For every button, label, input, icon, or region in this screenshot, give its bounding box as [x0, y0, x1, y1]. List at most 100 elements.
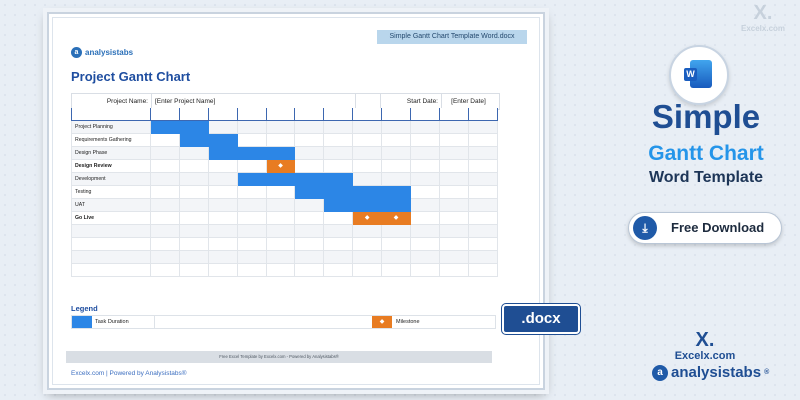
week-cell[interactable]: [179, 225, 209, 238]
task-name[interactable]: Project Planning: [71, 121, 151, 134]
week-cell[interactable]: [295, 238, 325, 251]
week-cell[interactable]: [324, 264, 354, 277]
week-cell[interactable]: [208, 199, 238, 212]
week-cell[interactable]: [237, 121, 267, 134]
task-name[interactable]: [71, 264, 151, 277]
week-cell[interactable]: [353, 225, 383, 238]
task-duration-cell[interactable]: [324, 186, 354, 199]
week-cell[interactable]: [266, 199, 296, 212]
week-cell[interactable]: [382, 173, 412, 186]
week-cell[interactable]: [382, 251, 412, 264]
week-cell[interactable]: [411, 147, 440, 160]
task-duration-cell[interactable]: [382, 186, 412, 199]
week-cell[interactable]: [439, 147, 469, 160]
week-cell[interactable]: [439, 199, 469, 212]
week-cell[interactable]: [439, 173, 469, 186]
footer-text[interactable]: Excelx.com | Powered by Analysistabs®: [71, 370, 187, 377]
week-cell[interactable]: [324, 251, 354, 264]
week-cell[interactable]: [324, 212, 354, 225]
week-cell[interactable]: [295, 121, 325, 134]
task-duration-cell[interactable]: [353, 199, 383, 212]
week-cell[interactable]: [353, 173, 383, 186]
week-cell[interactable]: [151, 134, 180, 147]
task-duration-cell[interactable]: [237, 173, 267, 186]
week-cell[interactable]: [468, 134, 498, 147]
week-cell[interactable]: [411, 173, 440, 186]
week-cell[interactable]: [468, 173, 498, 186]
week-cell[interactable]: [237, 199, 267, 212]
task-duration-cell[interactable]: [295, 186, 325, 199]
week-cell[interactable]: [468, 160, 498, 173]
week-cell[interactable]: [266, 264, 296, 277]
week-cell[interactable]: [324, 160, 354, 173]
week-cell[interactable]: [353, 147, 383, 160]
task-name[interactable]: [71, 238, 151, 251]
free-download-button[interactable]: ⤓ Free Download: [628, 212, 782, 244]
week-cell[interactable]: [353, 121, 383, 134]
week-cell[interactable]: [439, 121, 469, 134]
week-cell[interactable]: [179, 264, 209, 277]
week-cell[interactable]: [353, 160, 383, 173]
week-cell[interactable]: [237, 212, 267, 225]
task-duration-cell[interactable]: [324, 199, 354, 212]
week-cell[interactable]: [295, 199, 325, 212]
task-duration-cell[interactable]: [382, 199, 412, 212]
week-cell[interactable]: [179, 186, 209, 199]
week-cell[interactable]: [439, 251, 469, 264]
week-cell[interactable]: [353, 251, 383, 264]
week-cell[interactable]: [468, 199, 498, 212]
week-cell[interactable]: [151, 212, 180, 225]
week-cell[interactable]: [237, 264, 267, 277]
week-cell[interactable]: [468, 225, 498, 238]
week-cell[interactable]: [411, 238, 440, 251]
week-cell[interactable]: [208, 173, 238, 186]
week-cell[interactable]: [295, 134, 325, 147]
week-cell[interactable]: [266, 186, 296, 199]
task-duration-cell[interactable]: [353, 186, 383, 199]
task-name[interactable]: Requirements Gathering: [71, 134, 151, 147]
week-cell[interactable]: [295, 251, 325, 264]
week-cell[interactable]: [468, 147, 498, 160]
week-cell[interactable]: [179, 147, 209, 160]
task-duration-cell[interactable]: [324, 173, 354, 186]
week-cell[interactable]: [382, 160, 412, 173]
milestone-cell[interactable]: ◆: [266, 160, 296, 173]
week-cell[interactable]: [295, 160, 325, 173]
week-cell[interactable]: [237, 238, 267, 251]
week-cell[interactable]: [208, 160, 238, 173]
week-cell[interactable]: [179, 173, 209, 186]
week-cell[interactable]: [208, 251, 238, 264]
week-cell[interactable]: [439, 238, 469, 251]
week-cell[interactable]: [208, 264, 238, 277]
week-cell[interactable]: [295, 264, 325, 277]
week-cell[interactable]: [237, 134, 267, 147]
week-cell[interactable]: [179, 238, 209, 251]
start-date-value[interactable]: [Enter Date]: [451, 98, 486, 105]
week-cell[interactable]: [324, 147, 354, 160]
week-cell[interactable]: [439, 225, 469, 238]
task-name[interactable]: Design Review: [71, 160, 151, 173]
week-cell[interactable]: [382, 238, 412, 251]
task-name[interactable]: Design Phase: [71, 147, 151, 160]
week-cell[interactable]: [439, 186, 469, 199]
task-duration-cell[interactable]: [295, 173, 325, 186]
week-cell[interactable]: [353, 264, 383, 277]
week-cell[interactable]: [208, 121, 238, 134]
week-cell[interactable]: [266, 121, 296, 134]
week-cell[interactable]: [266, 134, 296, 147]
week-cell[interactable]: [468, 212, 498, 225]
week-cell[interactable]: [353, 238, 383, 251]
week-cell[interactable]: [151, 173, 180, 186]
week-cell[interactable]: [382, 134, 412, 147]
task-name[interactable]: UAT: [71, 199, 151, 212]
week-cell[interactable]: [266, 212, 296, 225]
week-cell[interactable]: [179, 199, 209, 212]
week-cell[interactable]: [295, 147, 325, 160]
week-cell[interactable]: [208, 186, 238, 199]
week-cell[interactable]: [179, 251, 209, 264]
week-cell[interactable]: [208, 212, 238, 225]
week-cell[interactable]: [353, 134, 383, 147]
week-cell[interactable]: [439, 212, 469, 225]
week-cell[interactable]: [411, 212, 440, 225]
week-cell[interactable]: [411, 251, 440, 264]
